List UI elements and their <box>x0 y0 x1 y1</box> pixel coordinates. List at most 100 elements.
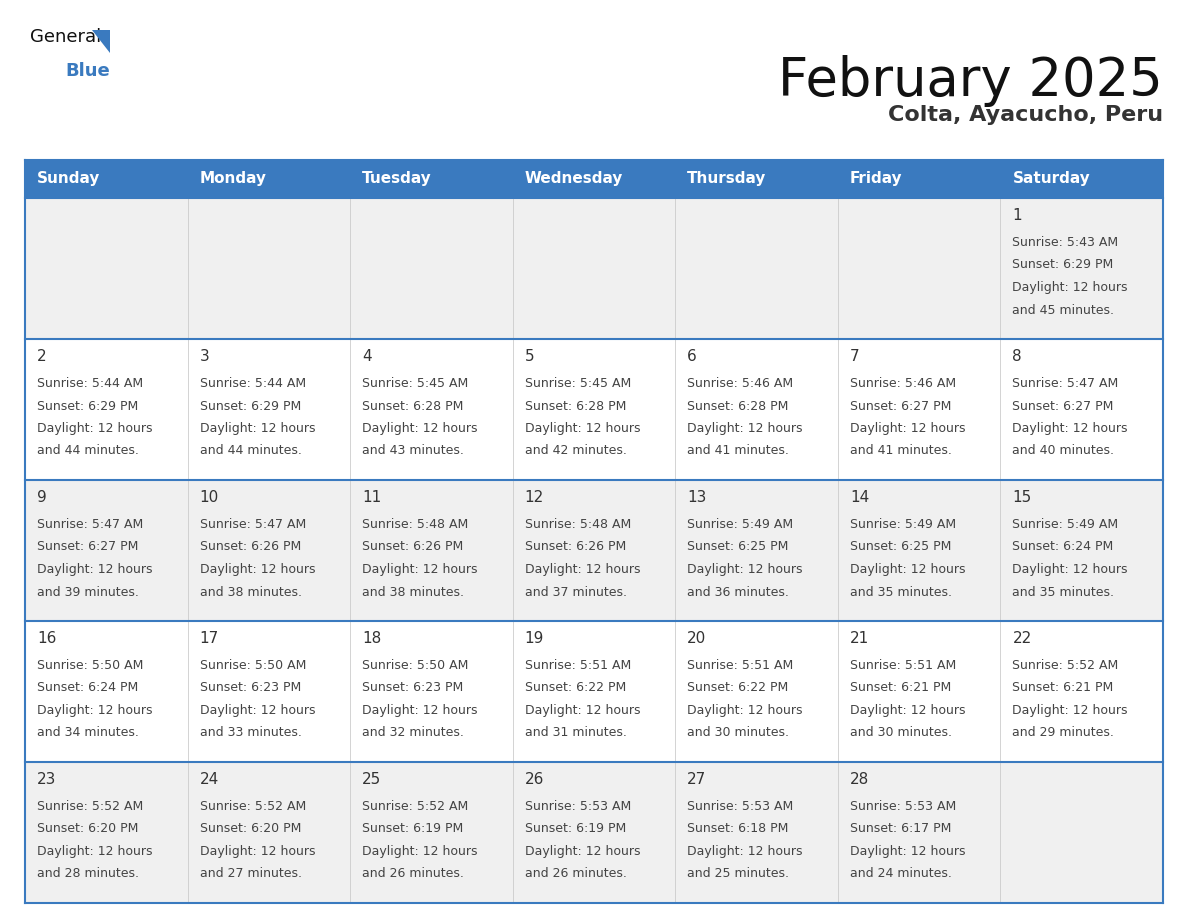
Text: Sunrise: 5:48 AM: Sunrise: 5:48 AM <box>362 518 468 531</box>
Text: 2: 2 <box>37 349 46 364</box>
Text: Sunset: 6:26 PM: Sunset: 6:26 PM <box>525 541 626 554</box>
Text: Sunrise: 5:43 AM: Sunrise: 5:43 AM <box>1012 236 1119 249</box>
Text: 11: 11 <box>362 490 381 505</box>
Text: Colta, Ayacucho, Peru: Colta, Ayacucho, Peru <box>887 105 1163 125</box>
Text: Sunset: 6:27 PM: Sunset: 6:27 PM <box>37 541 138 554</box>
Text: Sunset: 6:21 PM: Sunset: 6:21 PM <box>1012 681 1113 695</box>
Text: Daylight: 12 hours: Daylight: 12 hours <box>37 704 152 717</box>
Text: Sunrise: 5:52 AM: Sunrise: 5:52 AM <box>200 800 305 813</box>
Text: Thursday: Thursday <box>688 172 766 186</box>
Text: Sunset: 6:19 PM: Sunset: 6:19 PM <box>525 823 626 835</box>
Text: Sunset: 6:28 PM: Sunset: 6:28 PM <box>525 399 626 412</box>
Text: Daylight: 12 hours: Daylight: 12 hours <box>1012 704 1127 717</box>
Text: and 32 minutes.: and 32 minutes. <box>362 726 465 740</box>
Text: 18: 18 <box>362 631 381 646</box>
Text: and 30 minutes.: and 30 minutes. <box>688 726 789 740</box>
Text: 17: 17 <box>200 631 219 646</box>
Text: and 37 minutes.: and 37 minutes. <box>525 586 627 599</box>
Text: Sunset: 6:20 PM: Sunset: 6:20 PM <box>37 823 138 835</box>
Text: Sunrise: 5:51 AM: Sunrise: 5:51 AM <box>688 659 794 672</box>
Text: 10: 10 <box>200 490 219 505</box>
Text: 23: 23 <box>37 772 56 787</box>
Text: Daylight: 12 hours: Daylight: 12 hours <box>688 845 803 858</box>
Text: and 44 minutes.: and 44 minutes. <box>200 444 302 457</box>
Text: Daylight: 12 hours: Daylight: 12 hours <box>688 563 803 576</box>
Text: Sunset: 6:29 PM: Sunset: 6:29 PM <box>1012 259 1113 272</box>
Text: Daylight: 12 hours: Daylight: 12 hours <box>1012 563 1127 576</box>
Text: Sunrise: 5:53 AM: Sunrise: 5:53 AM <box>525 800 631 813</box>
Text: and 40 minutes.: and 40 minutes. <box>1012 444 1114 457</box>
Text: 9: 9 <box>37 490 46 505</box>
Text: Sunrise: 5:50 AM: Sunrise: 5:50 AM <box>200 659 307 672</box>
Text: Sunset: 6:26 PM: Sunset: 6:26 PM <box>362 541 463 554</box>
Text: Daylight: 12 hours: Daylight: 12 hours <box>525 422 640 435</box>
Text: Daylight: 12 hours: Daylight: 12 hours <box>200 422 315 435</box>
Text: Sunrise: 5:53 AM: Sunrise: 5:53 AM <box>849 800 956 813</box>
Text: 13: 13 <box>688 490 707 505</box>
Text: Sunset: 6:24 PM: Sunset: 6:24 PM <box>1012 541 1113 554</box>
Text: Sunset: 6:22 PM: Sunset: 6:22 PM <box>525 681 626 695</box>
Text: 3: 3 <box>200 349 209 364</box>
Text: and 41 minutes.: and 41 minutes. <box>849 444 952 457</box>
Text: Daylight: 12 hours: Daylight: 12 hours <box>525 563 640 576</box>
Text: and 38 minutes.: and 38 minutes. <box>200 586 302 599</box>
Text: Sunrise: 5:52 AM: Sunrise: 5:52 AM <box>1012 659 1119 672</box>
Text: and 33 minutes.: and 33 minutes. <box>200 726 302 740</box>
Text: Daylight: 12 hours: Daylight: 12 hours <box>362 563 478 576</box>
Text: Sunset: 6:22 PM: Sunset: 6:22 PM <box>688 681 789 695</box>
Text: Daylight: 12 hours: Daylight: 12 hours <box>688 422 803 435</box>
Text: 4: 4 <box>362 349 372 364</box>
Text: and 38 minutes.: and 38 minutes. <box>362 586 465 599</box>
Text: Sunrise: 5:46 AM: Sunrise: 5:46 AM <box>688 377 794 390</box>
Text: Daylight: 12 hours: Daylight: 12 hours <box>1012 422 1127 435</box>
Text: Daylight: 12 hours: Daylight: 12 hours <box>362 422 478 435</box>
Text: Daylight: 12 hours: Daylight: 12 hours <box>362 704 478 717</box>
Text: 6: 6 <box>688 349 697 364</box>
Text: Wednesday: Wednesday <box>525 172 623 186</box>
Text: Sunset: 6:21 PM: Sunset: 6:21 PM <box>849 681 952 695</box>
Text: General: General <box>30 28 101 46</box>
Text: Sunrise: 5:52 AM: Sunrise: 5:52 AM <box>362 800 468 813</box>
Text: Sunset: 6:20 PM: Sunset: 6:20 PM <box>200 823 301 835</box>
Text: Friday: Friday <box>849 172 903 186</box>
Text: and 45 minutes.: and 45 minutes. <box>1012 304 1114 317</box>
Text: 22: 22 <box>1012 631 1031 646</box>
Text: and 26 minutes.: and 26 minutes. <box>362 868 465 880</box>
Text: Daylight: 12 hours: Daylight: 12 hours <box>37 845 152 858</box>
Text: and 24 minutes.: and 24 minutes. <box>849 868 952 880</box>
Text: Sunrise: 5:45 AM: Sunrise: 5:45 AM <box>525 377 631 390</box>
Text: Sunset: 6:25 PM: Sunset: 6:25 PM <box>849 541 952 554</box>
Text: Sunrise: 5:53 AM: Sunrise: 5:53 AM <box>688 800 794 813</box>
Text: Saturday: Saturday <box>1012 172 1091 186</box>
Text: and 35 minutes.: and 35 minutes. <box>849 586 952 599</box>
Bar <box>25 160 1163 198</box>
Text: Daylight: 12 hours: Daylight: 12 hours <box>849 845 966 858</box>
Text: and 27 minutes.: and 27 minutes. <box>200 868 302 880</box>
Text: and 36 minutes.: and 36 minutes. <box>688 586 789 599</box>
Text: Daylight: 12 hours: Daylight: 12 hours <box>200 704 315 717</box>
Text: Sunrise: 5:49 AM: Sunrise: 5:49 AM <box>688 518 794 531</box>
Text: Blue: Blue <box>65 62 109 80</box>
Text: 14: 14 <box>849 490 870 505</box>
Text: 8: 8 <box>1012 349 1022 364</box>
Text: Sunrise: 5:50 AM: Sunrise: 5:50 AM <box>362 659 468 672</box>
Text: Sunrise: 5:52 AM: Sunrise: 5:52 AM <box>37 800 144 813</box>
Text: Sunset: 6:23 PM: Sunset: 6:23 PM <box>362 681 463 695</box>
Text: Daylight: 12 hours: Daylight: 12 hours <box>688 704 803 717</box>
Text: Sunset: 6:23 PM: Sunset: 6:23 PM <box>200 681 301 695</box>
Text: Daylight: 12 hours: Daylight: 12 hours <box>525 704 640 717</box>
Text: Sunrise: 5:51 AM: Sunrise: 5:51 AM <box>525 659 631 672</box>
Text: 24: 24 <box>200 772 219 787</box>
Text: Sunset: 6:29 PM: Sunset: 6:29 PM <box>200 399 301 412</box>
Text: 21: 21 <box>849 631 870 646</box>
Text: and 35 minutes.: and 35 minutes. <box>1012 586 1114 599</box>
Text: Daylight: 12 hours: Daylight: 12 hours <box>362 845 478 858</box>
Text: Daylight: 12 hours: Daylight: 12 hours <box>849 563 966 576</box>
Text: Sunrise: 5:49 AM: Sunrise: 5:49 AM <box>1012 518 1119 531</box>
Bar <box>25 762 1163 903</box>
Text: 19: 19 <box>525 631 544 646</box>
Text: 12: 12 <box>525 490 544 505</box>
Text: Sunrise: 5:47 AM: Sunrise: 5:47 AM <box>37 518 144 531</box>
Text: Monday: Monday <box>200 172 266 186</box>
Text: Sunrise: 5:45 AM: Sunrise: 5:45 AM <box>362 377 468 390</box>
